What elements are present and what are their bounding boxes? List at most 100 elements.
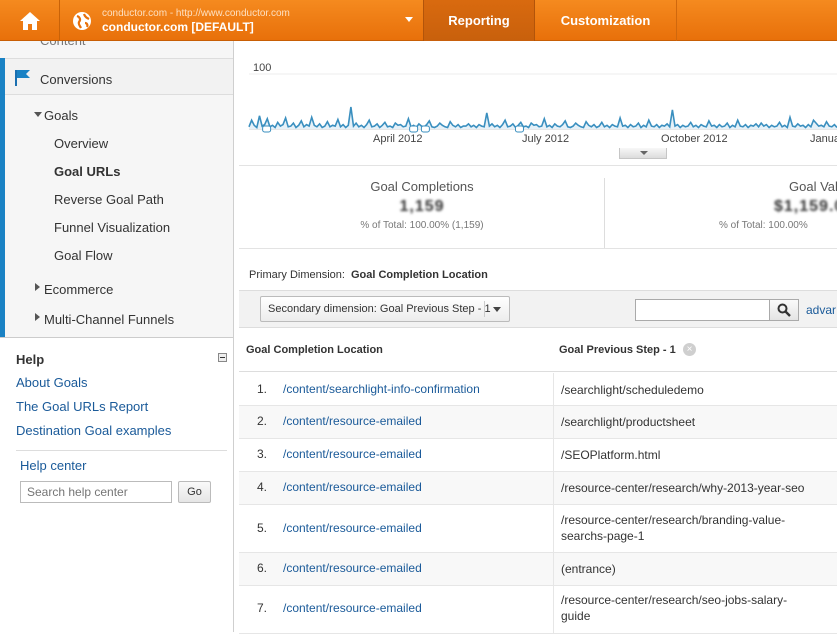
top-bar: conductor.com - http://www.conductor.com…: [0, 0, 837, 41]
annotation-marker[interactable]: [514, 125, 524, 133]
sidebar-item-reverse-goal-path[interactable]: Reverse Goal Path: [54, 192, 164, 207]
tab-reporting[interactable]: Reporting: [423, 0, 535, 41]
tab-customization[interactable]: Customization: [535, 0, 677, 41]
flag-icon: [15, 70, 30, 86]
goal-location-link[interactable]: /content/resource-emailed: [283, 447, 422, 461]
home-icon: [19, 11, 40, 30]
table-search-input[interactable]: [635, 299, 770, 321]
column-header-goal-previous-step[interactable]: Goal Previous Step - 1: [559, 344, 676, 356]
x-tick-label: April 2012: [373, 133, 423, 145]
remove-dimension-icon[interactable]: ×: [683, 343, 696, 356]
series-line: [248, 106, 837, 129]
cell-divider: [553, 505, 554, 552]
cell-divider: [553, 553, 554, 585]
goal-location-link[interactable]: /content/resource-emailed: [283, 601, 422, 615]
chevron-right-icon: [35, 313, 40, 321]
row-number: 3.: [257, 447, 268, 461]
search-button[interactable]: [769, 299, 799, 321]
help-link-goal-urls-report[interactable]: The Goal URLs Report: [16, 399, 149, 414]
previous-step-value: /resource-center/research/why-2013-year-…: [561, 481, 805, 495]
sidebar-item-conversions-row[interactable]: Conversions: [5, 58, 233, 95]
x-tick-label: Janua: [810, 133, 837, 145]
table-row: 1. /content/searchlight-info-confirmatio…: [239, 373, 837, 406]
main-content: 100 April 2012 July 2012 October 2012 Ja…: [239, 41, 837, 634]
chevron-right-icon: [35, 283, 40, 291]
table-toolbar: Secondary dimension: Goal Previous Step …: [239, 290, 837, 328]
previous-step-value: /searchlight/productsheet: [561, 415, 696, 429]
sidebar-item-goal-flow[interactable]: Goal Flow: [54, 248, 113, 263]
help-link-destination-goal-examples[interactable]: Destination Goal examples: [16, 423, 172, 438]
advanced-filter-link[interactable]: advar: [806, 303, 837, 317]
scorecard-goal-value[interactable]: Goal Val $1,159.00 % of Total: 100.00%: [719, 166, 837, 250]
section-indicator: [0, 58, 5, 358]
scorecard-goal-completions[interactable]: Goal Completions 1,159 % of Total: 100.0…: [269, 166, 575, 250]
sidebar-item-ecommerce[interactable]: Ecommerce: [44, 282, 114, 297]
row-number: 2.: [257, 414, 268, 428]
series-area: [249, 107, 837, 129]
account-selector[interactable]: conductor.com - http://www.conductor.com…: [61, 0, 423, 41]
chevron-down-icon: [493, 307, 501, 312]
cell-divider: [553, 439, 554, 471]
previous-step-value: /resource-center/research/seo-jobs-salar…: [561, 593, 788, 623]
table-row: 6. /content/resource-emailed (entrance): [239, 553, 837, 586]
goal-location-link[interactable]: /content/resource-emailed: [283, 521, 422, 535]
row-number: 4.: [257, 480, 268, 494]
help-go-button[interactable]: Go: [178, 481, 211, 503]
cell-divider: [553, 373, 554, 405]
secondary-dimension-label: Secondary dimension: Goal Previous Step …: [268, 303, 491, 315]
goal-location-link[interactable]: /content/resource-emailed: [283, 480, 422, 494]
scorecard-title: Goal Completions: [370, 179, 474, 194]
goal-location-link[interactable]: /content/resource-emailed: [283, 414, 422, 428]
cell-divider: [553, 472, 554, 504]
goal-location-link[interactable]: /content/searchlight-info-confirmation: [283, 382, 480, 396]
chart-plot: [248, 73, 837, 133]
primary-dimension-value[interactable]: Goal Completion Location: [350, 269, 488, 281]
chevron-down-icon: [405, 17, 413, 22]
sidebar-item-goals[interactable]: Goals: [44, 108, 78, 123]
collapse-icon[interactable]: [218, 353, 227, 362]
primary-dimension: Primary Dimension: Goal Completion Locati…: [249, 269, 488, 281]
row-number: 6.: [257, 561, 268, 575]
help-panel: Help About Goals The Goal URLs Report De…: [0, 337, 233, 632]
sidebar-item-overview[interactable]: Overview: [54, 136, 109, 151]
scorecard-value: 1,159: [399, 198, 445, 215]
previous-step-value: /searchlight/scheduledemo: [561, 383, 704, 397]
table-row: 2. /content/resource-emailed /searchligh…: [239, 406, 837, 439]
annotation-marker[interactable]: [409, 125, 419, 133]
scorecard-value: $1,159.00: [774, 198, 837, 215]
sidebar-item-conversions[interactable]: Conversions: [40, 72, 113, 87]
home-button[interactable]: [0, 0, 60, 41]
search-icon: [777, 303, 791, 317]
column-header-goal-completion-location[interactable]: Goal Completion Location: [246, 344, 383, 356]
cell-divider: [553, 586, 554, 633]
row-number: 7.: [257, 601, 268, 615]
chart-collapse-toggle[interactable]: [619, 148, 667, 159]
scorecard-percent: % of Total: 100.00%: [719, 220, 808, 231]
primary-dimension-label: Primary Dimension:: [249, 269, 345, 281]
tab-pointer: [414, 285, 424, 290]
annotation-marker[interactable]: [420, 125, 430, 133]
scorecards: Goal Completions 1,159 % of Total: 100.0…: [239, 165, 837, 249]
table-row: 3. /content/resource-emailed /SEOPlatfor…: [239, 439, 837, 472]
line-chart: 100 April 2012 July 2012 October 2012 Ja…: [239, 41, 837, 161]
divider: [484, 301, 485, 317]
row-number: 5.: [257, 521, 268, 535]
row-number: 1.: [257, 382, 268, 396]
table-header: Goal Completion Location Goal Previous S…: [239, 329, 837, 372]
help-link-about-goals[interactable]: About Goals: [16, 375, 88, 390]
help-search-input[interactable]: [20, 481, 172, 503]
secondary-dimension-dropdown[interactable]: Secondary dimension: Goal Previous Step …: [260, 296, 510, 322]
help-title: Help: [16, 352, 45, 367]
table-row: 7. /content/resource-emailed /resource-c…: [239, 586, 837, 634]
sidebar-item-multi-channel-funnels[interactable]: Multi-Channel Funnels: [44, 312, 175, 327]
previous-step-value: (entrance): [561, 562, 616, 576]
chevron-down-icon: [34, 112, 42, 117]
globe-icon: [73, 12, 91, 30]
divider: [604, 178, 605, 248]
annotation-marker[interactable]: [262, 125, 272, 133]
goal-location-link[interactable]: /content/resource-emailed: [283, 561, 422, 575]
help-center-link[interactable]: Help center: [20, 458, 87, 473]
scorecard-title: Goal Val: [789, 179, 837, 194]
sidebar-item-goal-urls[interactable]: Goal URLs: [54, 164, 121, 179]
sidebar-item-funnel-visualization[interactable]: Funnel Visualization: [54, 220, 171, 235]
